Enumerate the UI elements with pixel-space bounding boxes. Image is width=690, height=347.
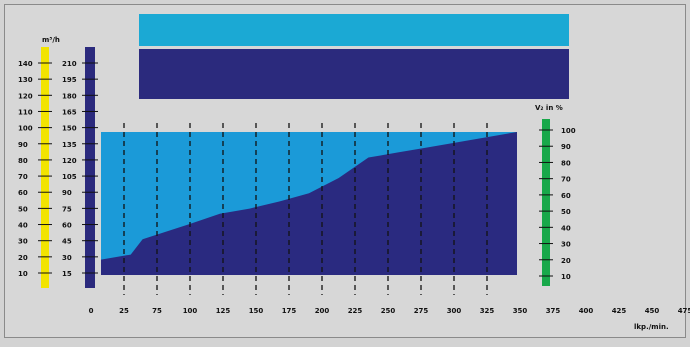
scale-label: 30 bbox=[18, 238, 28, 246]
x-tick-label: 0 bbox=[89, 307, 94, 315]
scale-label: 50 bbox=[561, 208, 571, 216]
scale-label: 105 bbox=[62, 173, 77, 181]
x-tick-label: 400 bbox=[579, 307, 594, 315]
x-tick-label: 150 bbox=[249, 307, 264, 315]
scale-label: 130 bbox=[18, 76, 33, 84]
scale-label: 45 bbox=[62, 238, 72, 246]
scale-label: 120 bbox=[18, 92, 33, 100]
green-scale-bar bbox=[542, 119, 550, 286]
scale-label: 30 bbox=[561, 241, 571, 249]
scale-label: 60 bbox=[18, 189, 28, 197]
x-tick-label: 100 bbox=[183, 307, 198, 315]
m3h-scale-labels: 10 20 30 40 50 60 70 80 90 100 110 120 130 140 bbox=[18, 60, 52, 278]
blue-scale-bar bbox=[85, 47, 95, 288]
dashed-grid-lines bbox=[123, 123, 488, 295]
scale-label: 50 bbox=[18, 205, 28, 213]
units-left-label: m³/h bbox=[42, 36, 60, 44]
x-tick-label: 475 bbox=[678, 307, 690, 315]
x-tick-label: 350 bbox=[513, 307, 528, 315]
x-tick-label: 200 bbox=[315, 307, 330, 315]
scale-label: 90 bbox=[62, 189, 72, 197]
x-tick-label: 225 bbox=[348, 307, 363, 315]
x-tick-label: 300 bbox=[447, 307, 462, 315]
chart-area-dark bbox=[101, 132, 517, 275]
scale-label: 80 bbox=[18, 157, 28, 165]
diagram-canvas: m³/h V₂ in % 102030405060708090100110120… bbox=[18, 14, 690, 331]
yellow-scale-bar bbox=[41, 47, 49, 288]
top-band-dark bbox=[139, 49, 569, 99]
scale-label: 135 bbox=[62, 141, 77, 149]
scale-label: 20 bbox=[18, 254, 28, 262]
scale-label: 40 bbox=[561, 224, 571, 232]
x-tick-label: 275 bbox=[414, 307, 429, 315]
scale-label: 70 bbox=[561, 176, 571, 184]
x-tick-label: 425 bbox=[612, 307, 627, 315]
x-tick-label: 175 bbox=[282, 307, 297, 315]
scale-label: 80 bbox=[561, 159, 571, 167]
x-tick-label: 450 bbox=[645, 307, 660, 315]
x-axis-unit-label: lkp./min. bbox=[634, 323, 669, 331]
scale-label: 120 bbox=[62, 157, 77, 165]
x-tick-label: 25 bbox=[119, 307, 129, 315]
second-scale-labels: 15 30 45 60 75 90 105 120 135 150 165 180 195 210 bbox=[62, 60, 98, 278]
scale-label: 10 bbox=[561, 273, 571, 281]
scale-label: 60 bbox=[62, 222, 72, 230]
x-tick-label: 375 bbox=[546, 307, 561, 315]
scale-label: 70 bbox=[18, 173, 28, 181]
scale-label: 20 bbox=[561, 257, 571, 265]
scale-label: 30 bbox=[62, 254, 72, 262]
scale-label: 110 bbox=[18, 108, 33, 116]
scale-label: 140 bbox=[18, 60, 33, 68]
scale-label: 100 bbox=[18, 125, 33, 133]
x-tick-label: 75 bbox=[152, 307, 162, 315]
percent-scale-labels: 10 20 30 40 50 60 70 80 90 100 bbox=[539, 127, 576, 281]
scale-label: 180 bbox=[62, 92, 77, 100]
scale-label: 60 bbox=[561, 192, 571, 200]
top-band-light bbox=[139, 14, 569, 46]
scale-label: 90 bbox=[561, 143, 571, 151]
scale-label: 15 bbox=[62, 270, 72, 278]
scale-label: 75 bbox=[62, 205, 72, 213]
x-axis-labels: 0 25 75 100 125 150 175 200 225 250 275 300 325 350 37… bbox=[89, 307, 690, 315]
scale-label: 90 bbox=[18, 141, 28, 149]
scale-label: 195 bbox=[62, 76, 77, 84]
units-right-label: V₂ in % bbox=[535, 104, 563, 112]
diagram-frame: m³/h V₂ in % 10 20 30 40 50 60 70 80 90 100 110 120… bbox=[4, 4, 690, 338]
x-tick-label: 325 bbox=[480, 307, 495, 315]
x-tick-label: 250 bbox=[381, 307, 396, 315]
scale-label: 150 bbox=[62, 125, 77, 133]
scale-label: 40 bbox=[18, 222, 28, 230]
scale-label: 210 bbox=[62, 60, 77, 68]
x-tick-label: 125 bbox=[216, 307, 231, 315]
scale-label: 165 bbox=[62, 108, 77, 116]
scale-label: 10 bbox=[18, 270, 28, 278]
scale-label: 100 bbox=[561, 127, 576, 135]
